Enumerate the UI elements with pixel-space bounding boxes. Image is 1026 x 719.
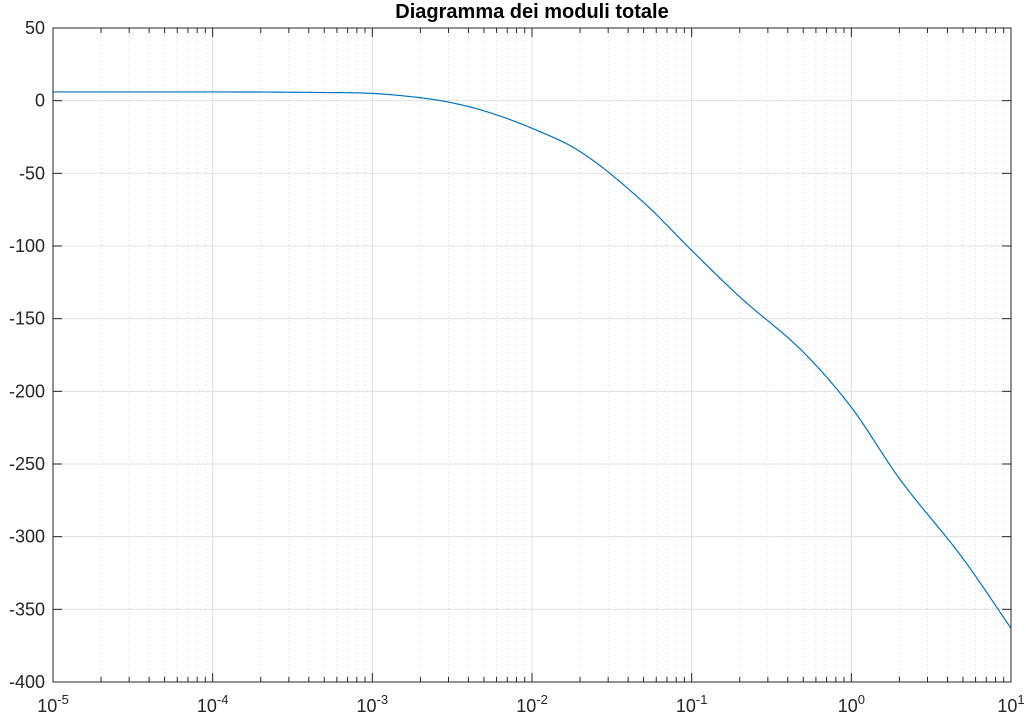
y-tick-label: -350 [9,599,45,619]
y-tick-label: -50 [19,163,45,183]
x-tick-label: 100 [838,692,865,716]
y-tick-label: 0 [35,91,45,111]
x-tick-label: 10-5 [37,692,69,716]
y-tick-label: -100 [9,236,45,256]
x-tick-label: 10-1 [676,692,708,716]
series-layer [53,91,1012,629]
y-tick-label: -200 [9,381,45,401]
x-tick-labels: 10-5 10-4 10-3 10-2 10-1 100 101 [37,692,1024,716]
x-tick-label: 10-2 [516,692,548,716]
y-tick-label: -150 [9,309,45,329]
y-tick-label: -300 [9,527,45,547]
grid [52,27,1012,683]
x-tick-label: 101 [997,692,1024,716]
tick-marks [52,27,1012,683]
y-tick-label: 50 [25,18,45,38]
x-tick-label: 10-4 [197,692,229,716]
y-tick-label: -400 [9,672,45,692]
x-tick-label: 10-3 [357,692,389,716]
y-tick-label: -250 [9,454,45,474]
series-line [53,91,1012,629]
y-tick-labels: 50 0 -50 -100 -150 -200 -250 -300 -350 -400 [9,18,45,692]
chart-title: Diagramma dei moduli totale [395,1,668,23]
